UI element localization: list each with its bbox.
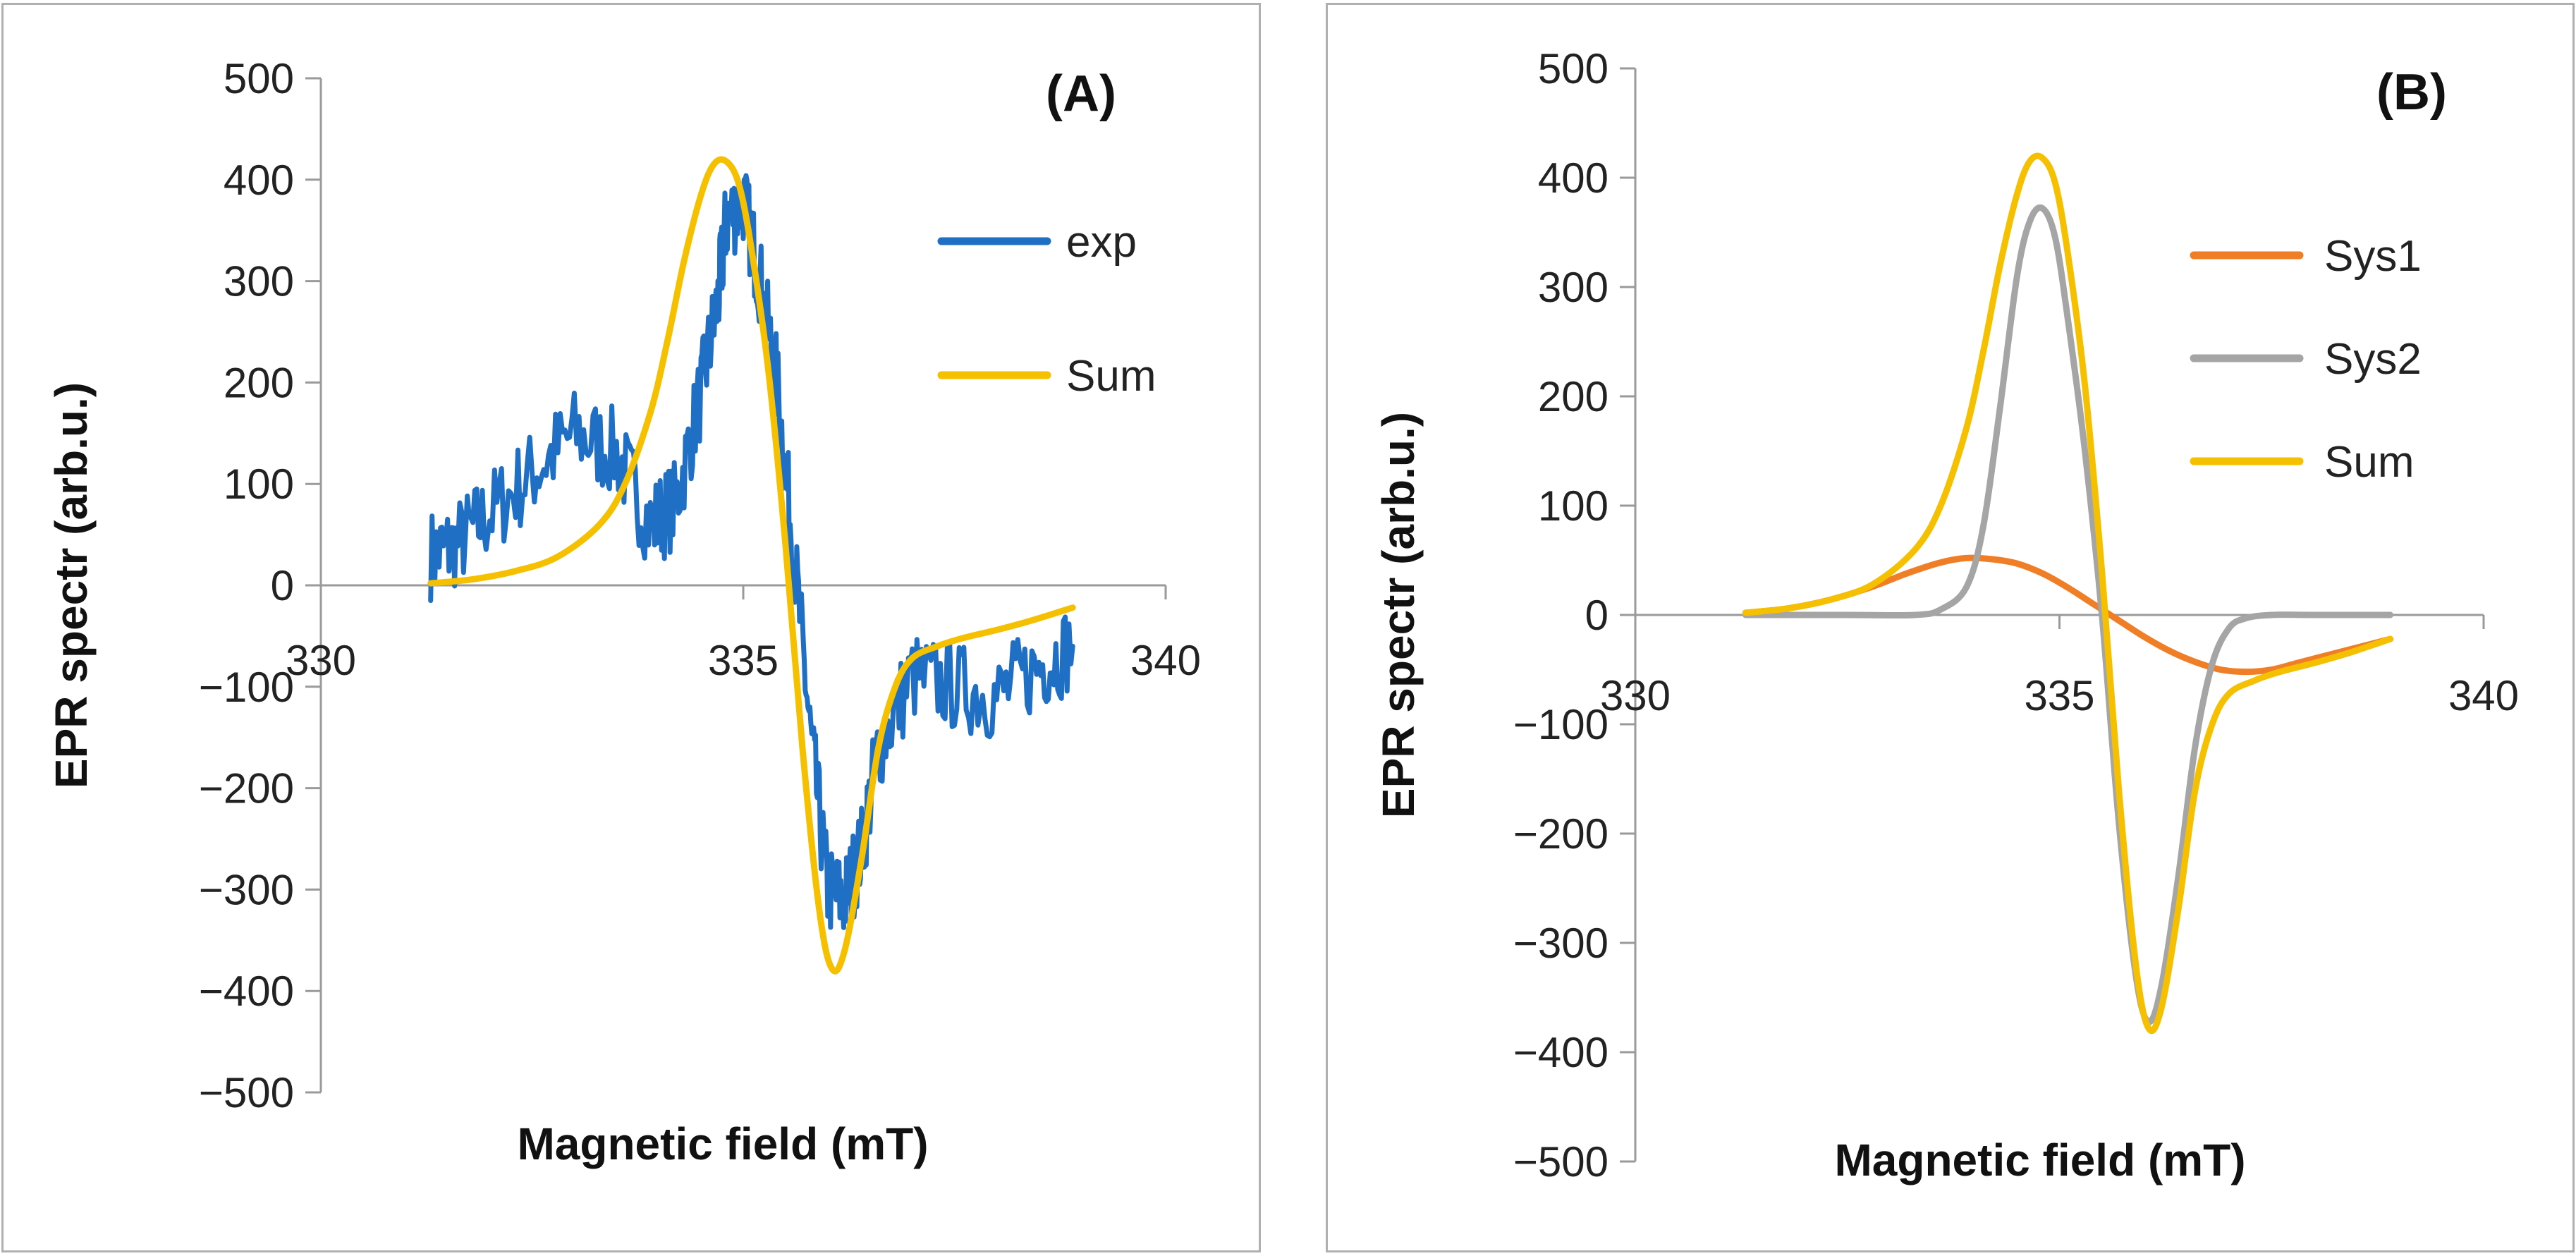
y-tick-label: 100: [1538, 482, 1609, 530]
x-tick-label: 335: [2024, 672, 2094, 719]
series-line-sys2: [1742, 204, 2394, 1025]
y-axis-title: EPR spectr (arb.u.): [1373, 412, 1424, 818]
y-tick-label: −400: [1513, 1029, 1609, 1076]
y-tick-label: 400: [1538, 154, 1609, 202]
y-tick-label: 400: [224, 157, 294, 204]
x-tick-label: 335: [708, 637, 779, 684]
y-tick-label: 200: [1538, 373, 1609, 420]
x-axis-title: Magnetic field (mT): [1834, 1135, 2245, 1185]
chart-panel-a: 500 400 300 200 100 0 −100 −200 −300 −400 −500 330 3…: [1, 3, 1261, 1252]
y-tick-label: 0: [1585, 592, 1609, 639]
y-tick-label: 100: [224, 461, 294, 508]
y-tick-label: −100: [1513, 701, 1609, 748]
series-line-exp: [428, 173, 1075, 930]
y-tick-label: 200: [224, 359, 294, 406]
series-line-sum: [427, 156, 1076, 975]
panel-label: (B): [2376, 64, 2447, 121]
legend-label-sum: Sum: [2324, 438, 2414, 487]
legend-label-sys1: Sys1: [2324, 232, 2422, 281]
y-tick-label: −500: [199, 1069, 294, 1116]
y-tick-label: 500: [224, 55, 294, 102]
y-tick-label: −200: [1513, 810, 1609, 858]
x-tick-label: 340: [1130, 637, 1201, 684]
y-tick-label: 500: [1538, 45, 1609, 92]
y-tick-label: −200: [199, 765, 294, 812]
y-tick-label: 300: [1538, 264, 1609, 311]
y-tick-label: −400: [199, 968, 294, 1015]
y-tick-label: 300: [224, 258, 294, 305]
y-axis-title: EPR spectr (arb.u.): [46, 382, 97, 788]
legend-label-sum: Sum: [1066, 352, 1156, 401]
y-tick-label: −300: [199, 866, 294, 913]
legend-label-sys2: Sys2: [2324, 335, 2422, 384]
chart-panel-b: 500 400 300 200 100 0 −100 −200 −300 −400 −500 330 3…: [1326, 3, 2575, 1252]
y-tick-label: 0: [271, 562, 294, 609]
series-line-sum: [1742, 152, 2394, 1035]
x-axis-title: Magnetic field (mT): [517, 1118, 928, 1169]
y-tick-label: −300: [1513, 920, 1609, 967]
x-tick-label: 330: [286, 637, 356, 684]
panel-label: (A): [1046, 66, 1116, 122]
y-tick-label: −500: [1513, 1138, 1609, 1185]
y-tick-label: −100: [199, 664, 294, 711]
legend-label-exp: exp: [1066, 218, 1137, 267]
chart-a-svg: 500 400 300 200 100 0 −100 −200 −300 −400 −500 330 3…: [46, 55, 1201, 1169]
x-tick-label: 340: [2448, 672, 2519, 719]
chart-b-svg: 500 400 300 200 100 0 −100 −200 −300 −400 −500 330 3…: [1373, 45, 2519, 1185]
x-tick-label: 330: [1600, 672, 1671, 719]
